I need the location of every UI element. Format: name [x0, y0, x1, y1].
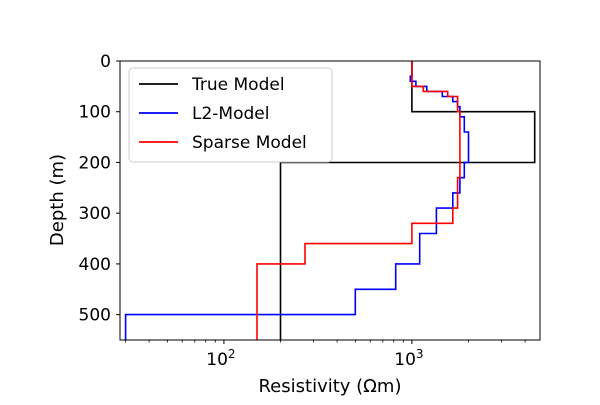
legend-entries: True Model L2-Model Sparse Model: [139, 75, 307, 153]
y-tick-label: 500: [79, 306, 111, 326]
x-tick-label: 102: [206, 347, 235, 370]
x-axis-label: Resistivity (Ωm): [258, 376, 401, 397]
y-tick-label: 300: [79, 204, 111, 224]
series-line-0: [279, 61, 536, 340]
y-tick-label: 100: [79, 103, 111, 123]
y-tick-label: 200: [79, 153, 111, 173]
y-tick-label: 400: [79, 255, 111, 275]
y-axis: 0 100 200 300 400 500: [79, 52, 120, 326]
plot-lines: [124, 61, 536, 340]
x-axis: 102 103: [125, 340, 526, 370]
series-line-1: [124, 61, 470, 340]
plot-frame: [119, 60, 541, 341]
legend-label: L2-Model: [192, 104, 269, 124]
y-axis-label: Depth (m): [47, 154, 68, 246]
series-line-2: [256, 61, 461, 340]
legend: True Model L2-Model Sparse Model: [128, 67, 333, 163]
legend-label: True Model: [191, 75, 285, 95]
legend-label: Sparse Model: [192, 133, 307, 153]
legend-box: [128, 67, 333, 163]
y-tick-label: 0: [100, 52, 111, 72]
x-tick-label: 103: [394, 347, 423, 370]
